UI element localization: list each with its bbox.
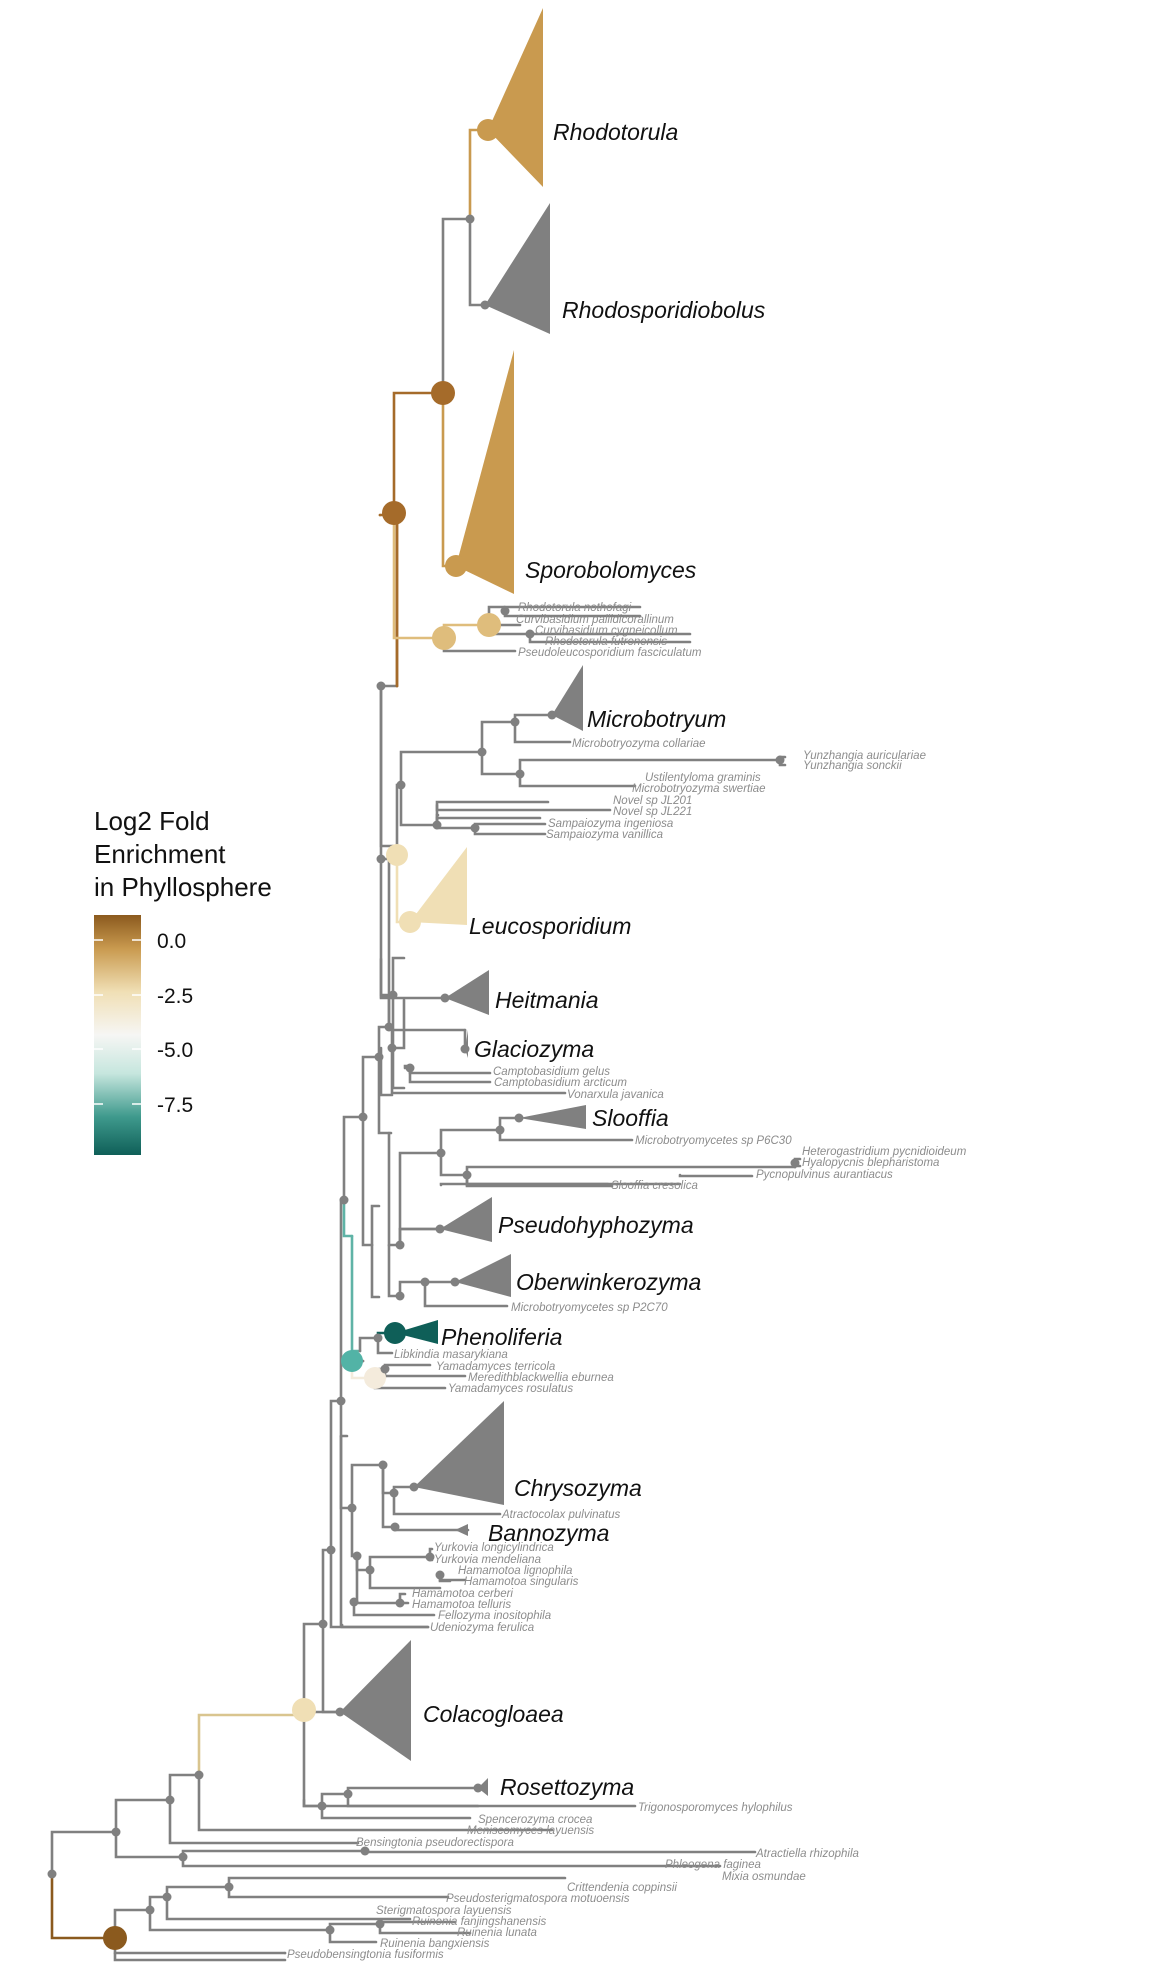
clade-triangle-rhodotorula	[488, 8, 543, 187]
tip-label: Slooffia cresolica	[611, 1180, 698, 1192]
tip-label: Sampaiozyma ingeniosa	[548, 818, 673, 830]
legend-tick-label: 0.0	[157, 930, 186, 953]
clade-triangle-pseudohyphozyma	[440, 1197, 492, 1242]
tip-label: Hamamotoa singularis	[464, 1576, 579, 1588]
legend-tick-label: -7.5	[157, 1094, 193, 1117]
clade-triangle-colacogloaea	[340, 1640, 411, 1761]
clade-triangle-leucosporidium	[410, 847, 467, 925]
tip-label: Ruinenia lunata	[457, 1927, 537, 1939]
clade-label-microbotryum: Microbotryum	[587, 706, 726, 732]
legend-tick-label: -5.0	[157, 1039, 193, 1062]
clade-triangle-rosettozyma	[478, 1778, 488, 1796]
tip-label: Udeniozyma ferulica	[430, 1622, 534, 1634]
clade-label-pseudohyphozyma: Pseudohyphozyma	[498, 1212, 694, 1238]
tip-label: Hamamotoa cerberi	[412, 1588, 513, 1600]
tip-label: Ustilentyloma graminis	[645, 772, 761, 784]
clade-label-leucosporidium: Leucosporidium	[469, 913, 631, 939]
legend-tick-label: -2.5	[157, 985, 193, 1008]
tip-label: Sampaiozyma vanillica	[546, 829, 663, 841]
legend-title-line-1: Log2 Fold	[94, 806, 210, 836]
tip-label: Yamadamyces rosulatus	[448, 1383, 573, 1395]
clade-triangle-chrysozyma	[414, 1401, 504, 1505]
tip-label: Atractocolax pulvinatus	[501, 1509, 621, 1521]
legend-color-bar	[94, 915, 141, 1155]
tip-label: Pseudoleucosporidium fasciculatum	[518, 647, 702, 659]
tip-labels: Rhodotorula nothofagi Curvibasidium pall…	[287, 602, 967, 1961]
tip-label: Libkindia masarykiana	[394, 1349, 508, 1361]
clade-triangle-heitmania	[445, 970, 489, 1015]
tip-label: Pseudobensingtonia fusiformis	[287, 1949, 444, 1961]
clade-label-rhodotorula: Rhodotorula	[553, 119, 678, 145]
clade-labels: Rhodotorula Rhodosporidiobolus Sporobolo…	[423, 119, 766, 1800]
clade-label-rhodosporidiobolus: Rhodosporidiobolus	[562, 297, 766, 323]
tip-label: Novel sp JL221	[613, 806, 692, 818]
clade-label-phenoliferia: Phenoliferia	[441, 1324, 562, 1350]
clade-label-bannozyma: Bannozyma	[488, 1520, 609, 1546]
clade-triangle-rhodosporidiobolus	[485, 203, 550, 334]
tip-label: Pseudosterigmatospora motuoensis	[446, 1893, 630, 1905]
clade-triangle-slooffia	[519, 1105, 586, 1129]
legend-title-line-3: in Phyllosphere	[94, 872, 272, 902]
tip-label: Hamamotoa telluris	[412, 1599, 511, 1611]
tip-label: Rhodotorula nothofagi	[518, 602, 632, 614]
clade-label-slooffia: Slooffia	[592, 1105, 669, 1131]
tip-label: Meredithblackwellia eburnea	[468, 1372, 614, 1384]
tip-label: Vonarxula javanica	[567, 1089, 664, 1101]
clade-triangle-microbotryum	[552, 665, 583, 731]
clade-triangle-sporobolomyces	[456, 350, 514, 594]
tip-label: Trigonosporomyces hylophilus	[638, 1802, 793, 1814]
tip-label: Yunzhangia sonckii	[803, 760, 902, 772]
tip-label: Ruinenia fanjingshanensis	[412, 1916, 547, 1928]
legend: Log2 Fold Enrichment in Phyllosphere 0.0…	[94, 806, 272, 1155]
tip-label: Spencerozyma crocea	[478, 1814, 592, 1826]
tip-label: Camptobasidium arcticum	[494, 1077, 627, 1089]
tip-label: Mixia osmundae	[722, 1871, 806, 1883]
tip-label: Heterogastridium pycnidioideum	[802, 1146, 967, 1158]
clade-label-oberwinkerozyma: Oberwinkerozyma	[516, 1269, 701, 1295]
tip-label: Fellozyma inositophila	[438, 1610, 551, 1622]
legend-title-line-2: Enrichment	[94, 839, 226, 869]
tree-nodes	[47, 119, 800, 1950]
tip-label: Yamadamyces terricola	[436, 1361, 555, 1373]
tip-label: Yurkovia longicylindrica	[434, 1542, 554, 1554]
tip-label: Camptobasidium gelus	[493, 1066, 610, 1078]
clade-label-sporobolomyces: Sporobolomyces	[525, 557, 697, 583]
clade-triangle-phenoliferia	[395, 1320, 438, 1344]
tip-label: Yunzhangia auriculariae	[803, 750, 926, 762]
tip-label: Novel sp JL201	[613, 795, 692, 807]
tip-label: Microbotryozyma collariae	[572, 738, 706, 750]
tip-label: Hamamotoa lignophila	[458, 1565, 572, 1577]
tip-label: Atractiella rhizophila	[755, 1848, 859, 1860]
tip-label: Curvibasidium cygneicollum	[535, 625, 678, 637]
clade-label-colacogloaea: Colacogloaea	[423, 1701, 564, 1727]
clade-label-glaciozyma: Glaciozyma	[474, 1036, 594, 1062]
tip-label: Microbotryomycetes sp P6C30	[635, 1135, 792, 1147]
tip-label: Bensingtonia pseudorectispora	[356, 1837, 514, 1849]
tip-label: Pycnopulvinus aurantiacus	[756, 1169, 893, 1181]
tip-label: Curvibasidium pallidicorallinum	[516, 614, 674, 626]
tree-branches	[50, 128, 802, 1962]
tip-label: Microbotryomycetes sp P2C70	[511, 1302, 668, 1314]
tip-label: Meniscomyces layuensis	[467, 1825, 594, 1837]
clade-triangle-bannozyma	[455, 1524, 468, 1536]
tip-label: Yurkovia mendeliana	[434, 1554, 541, 1566]
clade-label-heitmania: Heitmania	[495, 987, 599, 1013]
tip-label: Hyalopycnis blepharistoma	[802, 1157, 939, 1169]
clade-triangle-oberwinkerozyma	[455, 1254, 511, 1297]
tip-label: Crittendenia coppinsii	[567, 1882, 677, 1894]
tip-label: Rhodotorula futronensis	[545, 636, 667, 648]
clade-label-rosettozyma: Rosettozyma	[500, 1774, 634, 1800]
tip-label: Microbotryozyma swertiae	[632, 783, 766, 795]
tip-label: Ruinenia bangxiensis	[380, 1938, 490, 1950]
legend-tick-marks	[94, 939, 141, 1105]
tip-label: Phleogena faginea	[665, 1859, 761, 1871]
tip-label: Sterigmatospora layuensis	[376, 1905, 512, 1917]
collapsed-clades	[340, 8, 586, 1796]
clade-label-chrysozyma: Chrysozyma	[514, 1475, 642, 1501]
